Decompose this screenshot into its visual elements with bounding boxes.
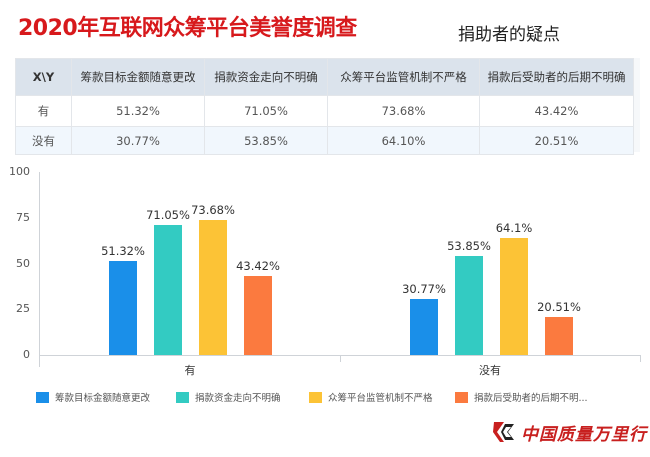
category-label: 没有 (479, 364, 501, 377)
bar-value-label: 53.85% (447, 239, 491, 253)
legend-label: 捐款后受助者的后期不明... (474, 393, 588, 404)
bar-value-label: 71.05% (146, 208, 190, 222)
legend-swatch-icon (455, 391, 468, 403)
bar (410, 299, 438, 355)
legend-item[interactable]: 筹款目标金额随意更改 (36, 390, 150, 404)
data-table: X\Y 筹款目标金额随意更改 捐款资金走向不明确 众筹平台监管机制不严格 捐款后… (15, 58, 634, 155)
y-tick-label: 50 (16, 257, 30, 270)
bar-value-label: 30.77% (402, 282, 446, 296)
y-tick-label: 75 (16, 211, 30, 224)
legend-swatch-icon (309, 391, 322, 403)
legend-label: 捐款资金走向不明确 (195, 393, 281, 404)
legend-label: 筹款目标金额随意更改 (55, 393, 151, 404)
k-chevron-logo-icon (493, 422, 514, 442)
table-cell: 30.77% (71, 126, 205, 155)
x-axis (39, 355, 641, 356)
table-scrollbar[interactable] (633, 58, 640, 152)
column-header: 筹款目标金额随意更改 (71, 58, 205, 96)
section-subtitle: 捐助者的疑点 (458, 25, 560, 45)
table-header-row: X\Y 筹款目标金额随意更改 捐款资金走向不明确 众筹平台监管机制不严格 捐款后… (15, 58, 634, 96)
table-cell: 51.32% (71, 95, 205, 127)
x-axis-tick (340, 356, 341, 362)
table-cell: 53.85% (204, 126, 328, 155)
chart-legend: 筹款目标金额随意更改 捐款资金走向不明确 众筹平台监管机制不严格 捐款后受助者的… (30, 390, 650, 406)
bar (455, 256, 483, 355)
bar (199, 220, 227, 355)
y-tick-label: 100 (9, 165, 30, 178)
column-header: 众筹平台监管机制不严格 (327, 58, 480, 96)
legend-label: 众筹平台监管机制不严格 (328, 393, 433, 404)
y-axis (39, 172, 40, 367)
legend-item[interactable]: 众筹平台监管机制不严格 (309, 390, 433, 404)
bar-value-label: 20.51% (537, 300, 581, 314)
legend-item[interactable]: 捐款后受助者的后期不明... (455, 390, 588, 404)
page-title: 2020年互联网众筹平台美誉度调查 (18, 16, 357, 41)
legend-swatch-icon (36, 391, 49, 403)
table-cell: 64.10% (327, 126, 480, 155)
legend-swatch-icon (176, 391, 189, 403)
bar-value-label: 64.1% (495, 221, 533, 235)
column-header: 捐款后受助者的后期不明确 (479, 58, 634, 96)
row-header: 有 (15, 95, 72, 127)
y-tick-label: 25 (16, 302, 30, 315)
legend-item[interactable]: 捐款资金走向不明确 (176, 390, 281, 404)
watermark-logo: 中国质量万里行 (492, 418, 647, 446)
row-header: 没有 (15, 126, 72, 155)
bar (109, 261, 137, 355)
column-header: 捐款资金走向不明确 (204, 58, 328, 96)
table-cell: 73.68% (327, 95, 480, 127)
bar-chart: 100 75 50 25 0 51.32% 71.05% 73.68% 43.42% 3… (0, 160, 650, 380)
table-corner-cell: X\Y (15, 58, 72, 96)
bar (545, 317, 573, 355)
y-tick-label: 0 (23, 348, 30, 361)
x-axis-tick (640, 356, 641, 362)
table-row: 没有 30.77% 53.85% 64.10% 20.51% (15, 126, 634, 155)
table-cell: 20.51% (479, 126, 634, 155)
table-cell: 71.05% (204, 95, 328, 127)
logo-text: 中国质量万里行 (521, 424, 647, 445)
category-label: 有 (184, 364, 196, 377)
bar (154, 225, 182, 355)
table-cell: 43.42% (479, 95, 634, 127)
bar (244, 276, 272, 355)
bar (500, 238, 528, 355)
bar-value-label: 51.32% (101, 244, 145, 258)
bar-value-label: 43.42% (236, 259, 280, 273)
table-row: 有 51.32% 71.05% 73.68% 43.42% (15, 95, 634, 127)
bar-value-label: 73.68% (191, 203, 235, 217)
